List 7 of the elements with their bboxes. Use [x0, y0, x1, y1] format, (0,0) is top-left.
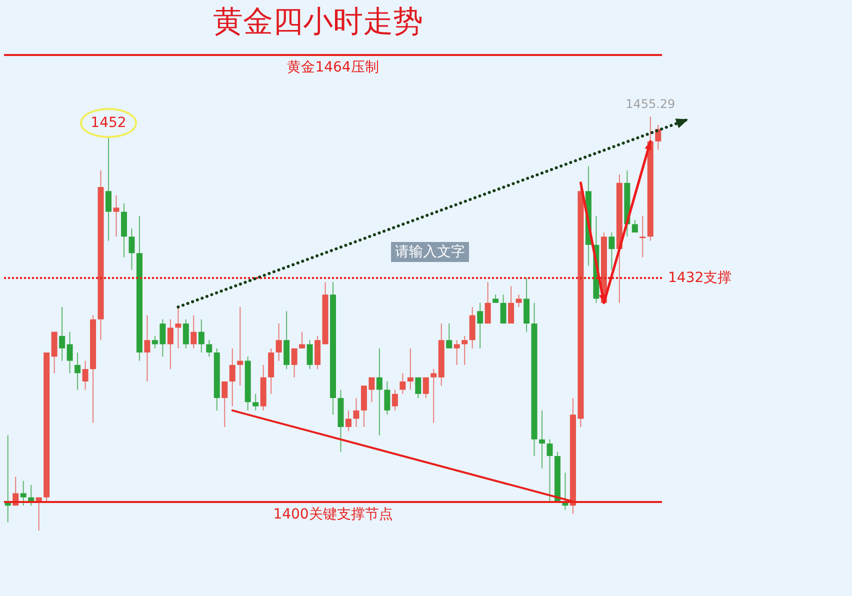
annotation: 1455.29: [626, 96, 676, 111]
annotation: 1452: [90, 115, 126, 132]
ref-line-label: 黄金1464压制: [287, 60, 379, 76]
ref-line-label: 1400关键支撑节点: [273, 506, 393, 523]
annotation: 请输入文字: [391, 242, 469, 262]
chart-title: 黄金四小时走势: [213, 4, 423, 40]
ref-line-label: 1432支撑: [668, 270, 732, 286]
